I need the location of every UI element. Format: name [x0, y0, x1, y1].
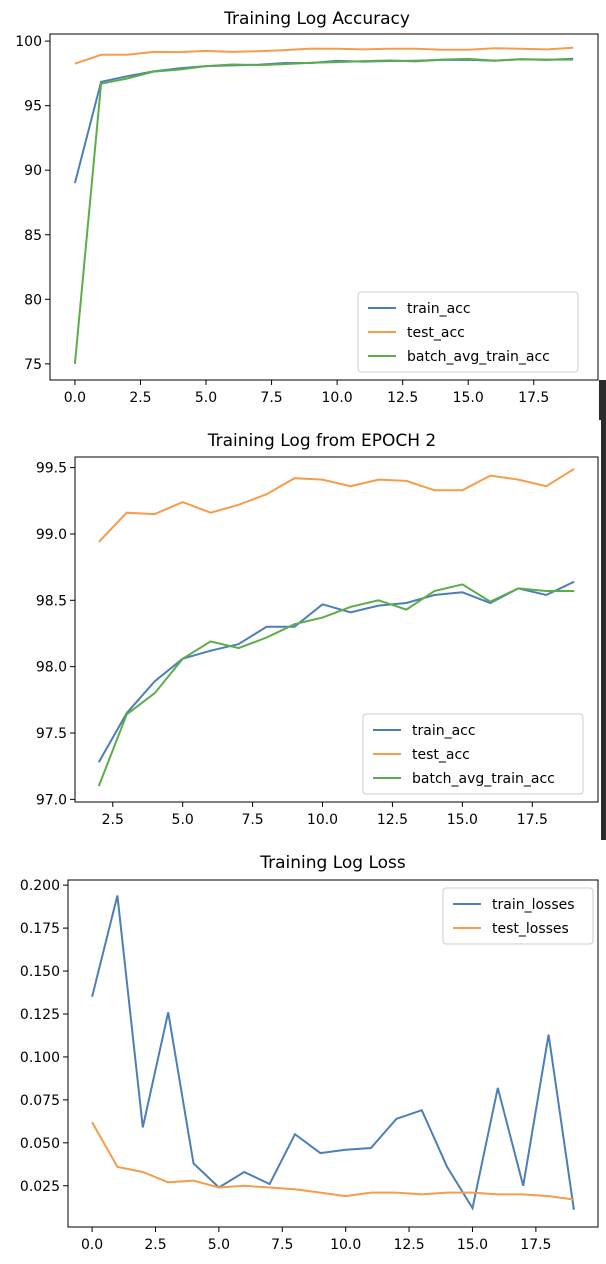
x-tick-label: 12.5	[387, 390, 418, 406]
y-tick-label: 95	[24, 99, 42, 115]
series-line-test-losses	[91, 1121, 575, 1201]
y-tick-label: 0.175	[20, 921, 60, 937]
legend-label: test_acc	[412, 747, 470, 763]
y-tick-label: 85	[24, 228, 42, 244]
legend-label: batch_avg_train_acc	[412, 771, 555, 787]
x-tick-label: 2.5	[102, 812, 124, 828]
y-tick-label: 99.5	[36, 461, 67, 477]
scrollbar-handle[interactable]	[599, 380, 606, 420]
y-tick-label: 0.050	[20, 1136, 60, 1152]
side-divider	[601, 420, 606, 840]
series-line-batch-avg-train-acc	[97, 583, 575, 787]
series-line-test-acc	[74, 46, 574, 65]
series-line-train-acc	[73, 57, 574, 184]
x-tick-label: 5.0	[195, 390, 217, 406]
legend-label: batch_avg_train_acc	[407, 349, 550, 365]
series-line-train-acc	[97, 580, 575, 763]
accuracy-chart: Training Log Accuracy 0.0 2.5 5.0 7.5 10.0 12…	[0, 0, 606, 420]
plot-frame	[74, 456, 599, 803]
x-tick-label: 10.0	[322, 390, 353, 406]
chart-title: Training Log Loss	[259, 853, 406, 873]
y-tick-label: 100	[15, 34, 42, 50]
legend-box	[362, 713, 584, 795]
x-tick-label: 10.0	[330, 1237, 361, 1253]
x-tick-label: 12.5	[377, 812, 408, 828]
y-tick-label: 97.5	[36, 726, 67, 742]
loss-chart-svg: Training Log Loss 0.0 2.5 5.0 7.5 10.0 12.5 15…	[20, 853, 599, 1253]
y-tick-label: 0.025	[20, 1179, 60, 1195]
y-tick-label: 75	[24, 357, 42, 373]
chart-title: Training Log Accuracy	[223, 9, 410, 29]
legend-box	[442, 887, 594, 945]
x-tick-label: 15.0	[453, 390, 484, 406]
y-tick-label: 0.075	[20, 1093, 60, 1109]
x-tick-label: 7.5	[260, 390, 282, 406]
y-tick-label: 90	[24, 163, 42, 179]
legend-label: train_acc	[412, 723, 476, 739]
y-tick-label: 80	[24, 292, 42, 308]
x-tick-label: 5.0	[208, 1237, 230, 1253]
legend-label: test_losses	[492, 921, 569, 937]
x-tick-label: 17.5	[517, 812, 548, 828]
x-tick-label: 10.0	[307, 812, 338, 828]
y-tick-label: 0.150	[20, 964, 60, 980]
accuracy-chart-svg: Training Log Accuracy 0.0 2.5 5.0 7.5 10.0 12…	[15, 9, 599, 406]
x-tick-label: 17.5	[520, 1237, 551, 1253]
y-tick-label: 99.0	[36, 527, 67, 543]
y-tick-label: 0.125	[20, 1007, 60, 1023]
series-line-train-losses	[91, 895, 575, 1211]
x-tick-label: 7.5	[271, 1237, 293, 1253]
series-line-test-acc	[98, 468, 575, 543]
x-tick-label: 7.5	[241, 812, 263, 828]
legend-box	[357, 291, 579, 373]
chart-title: Training Log from EPOCH 2	[207, 431, 436, 451]
legend-label: test_acc	[407, 325, 465, 341]
x-tick-label: 0.0	[64, 390, 86, 406]
x-tick-label: 2.5	[129, 390, 151, 406]
plot-frame	[49, 33, 599, 381]
epoch2-chart: Training Log from EPOCH 2 2.5 5.0 7.5 10.0 1…	[0, 420, 606, 842]
plot-frame	[67, 879, 599, 1228]
epoch2-chart-svg: Training Log from EPOCH 2 2.5 5.0 7.5 10.0 1…	[36, 431, 599, 828]
y-tick-label: 98.5	[36, 593, 67, 609]
x-tick-label: 2.5	[144, 1237, 166, 1253]
y-tick-label: 98.0	[36, 660, 67, 676]
x-tick-label: 5.0	[172, 812, 194, 828]
loss-chart: Training Log Loss 0.0 2.5 5.0 7.5 10.0 12.5 15…	[0, 842, 606, 1264]
x-tick-label: 12.5	[393, 1237, 424, 1253]
legend-label: train_acc	[407, 301, 471, 317]
x-tick-label: 0.0	[81, 1237, 103, 1253]
y-tick-label: 0.200	[20, 878, 60, 894]
series-line-batch-avg-train-acc	[73, 57, 574, 364]
x-tick-label: 15.0	[457, 1237, 488, 1253]
legend-label: train_losses	[492, 897, 575, 913]
y-tick-label: 97.0	[36, 792, 67, 808]
x-tick-label: 15.0	[447, 812, 478, 828]
x-tick-label: 17.5	[518, 390, 549, 406]
y-tick-label: 0.100	[20, 1050, 60, 1066]
